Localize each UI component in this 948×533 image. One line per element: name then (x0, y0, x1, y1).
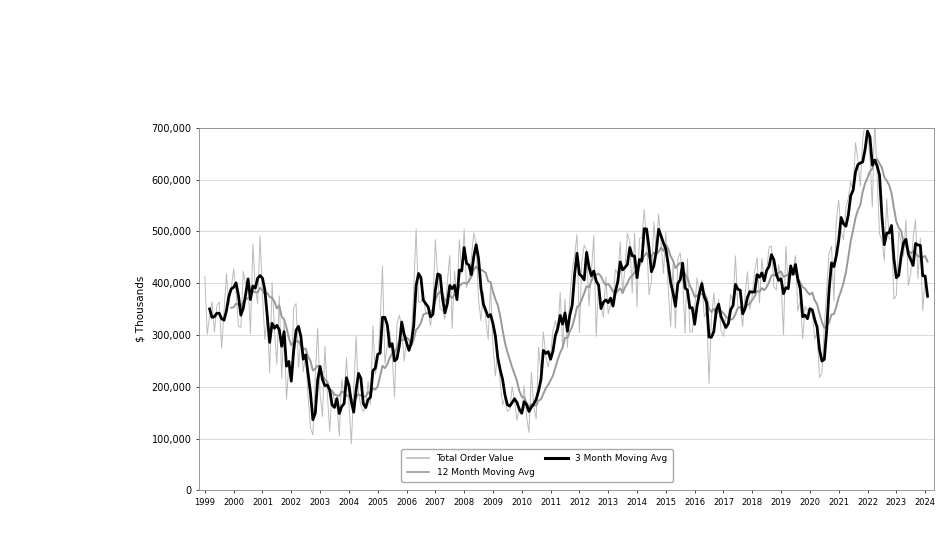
12 Month Moving Avg (785, 272, 796, 278)
3 Month Moving Avg (862, 128, 873, 134)
Total Order Value (703, 380, 715, 386)
Line: 12 Month Moving Avg: 12 Month Moving Avg (231, 159, 927, 407)
12 Month Moving Avg (701, 295, 712, 301)
Total Order Value (346, 441, 357, 447)
Legend: Total Order Value, 12 Month Moving Avg, 3 Month Moving Avg: Total Order Value, 12 Month Moving Avg, … (401, 449, 673, 482)
Total Order Value (890, 293, 902, 299)
Text: POWERED BY  ▲AMT: POWERED BY ▲AMT (176, 61, 253, 70)
3 Month Moving Avg (701, 300, 712, 306)
Total Order Value (434, 306, 446, 312)
Text: USMTO: USMTO (176, 27, 266, 47)
Y-axis label: $ Thousands: $ Thousands (136, 276, 146, 342)
Total Order Value (199, 273, 210, 280)
Line: Total Order Value: Total Order Value (205, 117, 927, 444)
3 Month Moving Avg (881, 230, 892, 236)
Text: Total U.S. Manufacturing Technology Orders: Total U.S. Manufacturing Technology Orde… (377, 36, 822, 54)
12 Month Moving Avg (862, 174, 873, 181)
12 Month Moving Avg (921, 259, 933, 265)
Text: Through February 2024: Through February 2024 (510, 77, 689, 92)
3 Month Moving Avg (921, 293, 933, 300)
Total Order Value (885, 236, 897, 242)
12 Month Moving Avg (881, 177, 892, 184)
Line: 3 Month Moving Avg: 3 Month Moving Avg (210, 131, 927, 420)
3 Month Moving Avg (885, 222, 897, 229)
12 Month Moving Avg (885, 190, 897, 197)
3 Month Moving Avg (785, 263, 796, 269)
Total Order Value (788, 268, 799, 274)
Text: U.S. MANUFACTURING TECHNOLOGY ORDERS: U.S. MANUFACTURING TECHNOLOGY ORDERS (176, 86, 335, 91)
Total Order Value (869, 114, 881, 120)
Total Order Value (921, 295, 933, 302)
12 Month Moving Avg (432, 291, 444, 297)
Total Order Value (865, 154, 876, 160)
3 Month Moving Avg (432, 271, 444, 277)
